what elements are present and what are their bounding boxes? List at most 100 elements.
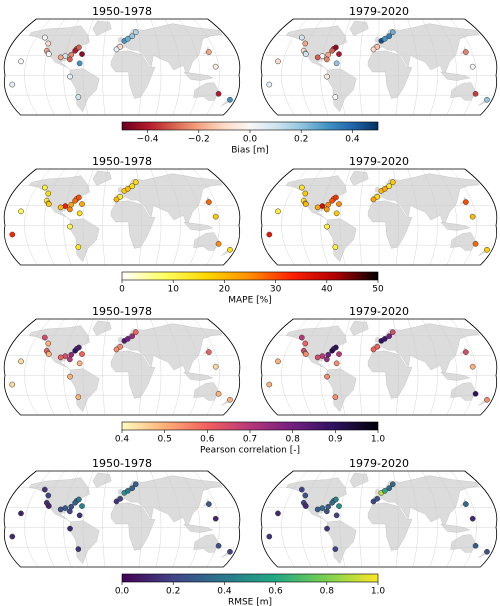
station-point (45, 351, 52, 357)
station-point (324, 525, 330, 532)
station-point (329, 347, 335, 354)
station-point (57, 506, 64, 513)
graticule (359, 169, 365, 265)
graticule (193, 471, 220, 567)
station-point (266, 533, 273, 540)
station-point (302, 40, 309, 47)
station-point (215, 390, 222, 397)
land (183, 523, 214, 533)
station-point (336, 503, 342, 509)
graticule (150, 319, 162, 415)
station-point (484, 396, 490, 403)
map-panel (4, 19, 240, 115)
station-point (76, 194, 82, 201)
graticule (450, 471, 477, 567)
colorbar-label: Bias [m] (231, 146, 269, 156)
station-point (212, 213, 219, 220)
station-point (463, 501, 469, 507)
station-point (333, 344, 339, 351)
panel-title: 1979-2020 (349, 155, 409, 168)
station-point (45, 190, 52, 197)
colorbar-tick-label: 20 (219, 285, 231, 295)
station-point (132, 481, 139, 488)
colorbar-tick-label: 0.6 (268, 587, 283, 597)
graticule (178, 319, 201, 415)
station-point (266, 381, 273, 388)
station-point (484, 96, 490, 103)
graticule (393, 319, 399, 415)
station-point (76, 512, 83, 519)
graticule (24, 169, 51, 265)
station-point (381, 488, 388, 494)
graticule (63, 19, 80, 115)
station-point (314, 54, 321, 61)
graticule (435, 471, 458, 567)
graticule (300, 471, 323, 567)
graticule (300, 169, 323, 265)
station-point (132, 179, 139, 186)
graticule (393, 471, 399, 567)
station-point (389, 329, 396, 336)
station-point (67, 73, 73, 80)
graticule (136, 19, 142, 115)
graticule (24, 319, 51, 415)
colorbar-label: RMSE [m] (228, 598, 272, 606)
colorbar-tick-label: 40 (321, 285, 333, 295)
station-point (332, 244, 339, 250)
station-point (336, 351, 342, 357)
graticule (435, 19, 458, 115)
station-point (333, 194, 339, 201)
colorbar-tick-label: 10 (167, 285, 179, 295)
graticule (63, 319, 80, 415)
graticule (24, 471, 51, 567)
station-point (57, 204, 64, 211)
station-point (332, 94, 339, 100)
colorbar-tick-label: 0.6 (200, 435, 215, 445)
graticule (136, 319, 142, 415)
land (69, 368, 100, 412)
station-point (298, 486, 305, 493)
station-point (302, 503, 309, 509)
station-point (469, 515, 476, 522)
station-point (319, 353, 326, 359)
station-point (75, 394, 82, 400)
station-point (124, 488, 131, 494)
colorbar (121, 271, 379, 281)
station-point (302, 190, 309, 197)
station-point (62, 505, 69, 511)
station-point (57, 354, 64, 361)
graticule (150, 471, 162, 567)
colorbar (121, 573, 379, 583)
station-point (79, 201, 85, 207)
station-point (79, 503, 85, 509)
graticule (407, 319, 419, 415)
graticule (43, 471, 66, 567)
graticule (320, 169, 337, 265)
station-point (324, 73, 330, 80)
graticule (450, 19, 477, 115)
station-point (381, 336, 388, 342)
graticule (435, 319, 458, 415)
land (440, 523, 471, 533)
station-point (336, 201, 342, 207)
graticule (393, 169, 399, 265)
station-point (67, 223, 73, 230)
station-point (45, 340, 52, 347)
graticule (150, 169, 162, 265)
station-point (72, 47, 78, 54)
station-point (66, 356, 73, 363)
station-point (227, 246, 233, 253)
land (69, 520, 100, 564)
station-point (333, 44, 339, 51)
map-panel (4, 169, 240, 265)
station-point (212, 515, 219, 522)
station-point (302, 51, 309, 57)
graticule (320, 19, 337, 115)
station-point (18, 358, 24, 365)
land (115, 475, 223, 528)
graticule (320, 319, 337, 415)
station-point (333, 60, 340, 67)
station-point (302, 201, 309, 207)
graticule (421, 471, 438, 567)
station-point (472, 90, 479, 97)
